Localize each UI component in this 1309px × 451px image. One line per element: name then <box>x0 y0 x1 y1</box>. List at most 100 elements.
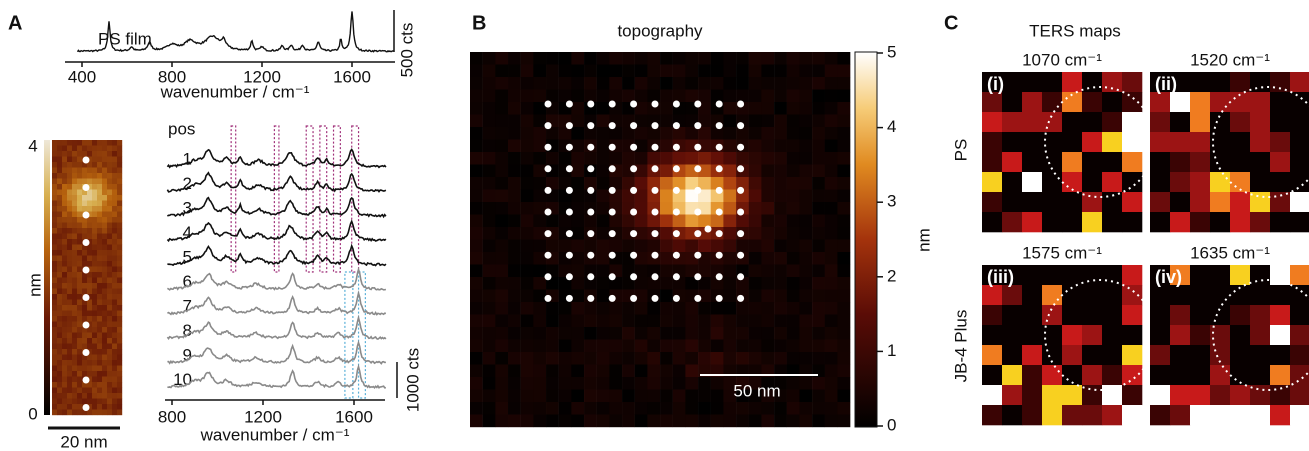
pixel <box>67 256 72 262</box>
pixel <box>660 352 673 365</box>
pixel <box>470 290 483 303</box>
pixel <box>112 393 117 399</box>
pixel <box>774 252 787 265</box>
pixel <box>102 289 107 295</box>
pixel <box>112 173 117 179</box>
pixel <box>112 300 117 306</box>
pixel <box>117 267 122 273</box>
pixel <box>97 272 102 278</box>
pixel <box>77 184 82 190</box>
pixel <box>787 352 800 365</box>
pixel <box>107 404 112 410</box>
pixel <box>57 404 62 410</box>
pixel <box>660 140 673 153</box>
position-label: 2 <box>183 174 192 193</box>
pixel <box>483 165 496 178</box>
pixel <box>571 127 584 140</box>
pixel <box>57 388 62 394</box>
pixel <box>117 404 122 410</box>
pixel <box>660 302 673 315</box>
pixel <box>1150 345 1170 365</box>
pixel <box>57 377 62 383</box>
pixel <box>635 352 648 365</box>
pixel <box>825 102 838 115</box>
pixel <box>97 338 102 344</box>
pixel <box>521 277 534 290</box>
pixel <box>483 240 496 253</box>
pixel <box>67 377 72 383</box>
position-dot <box>83 377 90 384</box>
pixel <box>1290 305 1309 325</box>
pixel <box>87 338 92 344</box>
grid-dot <box>673 209 680 216</box>
pixel <box>92 217 97 223</box>
pixel <box>97 256 102 262</box>
pixel <box>77 146 82 152</box>
pixel <box>57 173 62 179</box>
pixel <box>597 202 610 215</box>
pixel <box>102 382 107 388</box>
grid-dot <box>545 295 552 302</box>
pixel <box>483 265 496 278</box>
pixel <box>635 415 648 428</box>
pixel <box>825 140 838 153</box>
pixel <box>495 277 508 290</box>
pixel <box>787 177 800 190</box>
pixel <box>812 90 825 103</box>
pixel <box>584 215 597 228</box>
colorbar-unit: nm <box>914 228 933 252</box>
map-tag: (i) <box>987 74 1004 94</box>
pixel <box>107 289 112 295</box>
pixel <box>1290 112 1309 132</box>
pixel <box>62 371 67 377</box>
pixel <box>622 52 635 65</box>
pixel <box>67 245 72 251</box>
pixel <box>82 250 87 256</box>
pixel <box>1270 365 1290 385</box>
pixel <box>787 377 800 390</box>
pixel <box>799 102 812 115</box>
pixel <box>62 327 67 333</box>
pixel <box>736 77 749 90</box>
grid-dot <box>545 252 552 259</box>
pixel <box>508 177 521 190</box>
pixel <box>483 65 496 78</box>
grid-dot <box>566 252 573 259</box>
pixel <box>67 168 72 174</box>
pixel <box>533 115 546 128</box>
pixel <box>82 388 87 394</box>
pixel <box>117 256 122 262</box>
pixel <box>1122 72 1142 92</box>
pixel <box>812 277 825 290</box>
pixel <box>1290 152 1309 172</box>
pixel <box>660 127 673 140</box>
pixel <box>559 315 572 328</box>
pixel <box>112 294 117 300</box>
pixel <box>1190 152 1210 172</box>
pixel <box>92 311 97 317</box>
grid-dot <box>566 101 573 108</box>
pixel <box>685 340 698 353</box>
pixel <box>92 162 97 168</box>
pixel <box>787 102 800 115</box>
pixel <box>92 168 97 174</box>
pixel <box>112 223 117 229</box>
pixel <box>470 65 483 78</box>
pixel <box>584 152 597 165</box>
map-title: 1520 cm⁻¹ <box>1190 50 1270 69</box>
pixel <box>72 349 77 355</box>
pixel <box>837 240 850 253</box>
map-title: 1070 cm⁻¹ <box>1022 50 1102 69</box>
pixel <box>1230 405 1250 425</box>
pixel <box>52 388 57 394</box>
pixel <box>77 305 82 311</box>
pixel <box>673 90 686 103</box>
pixel <box>102 410 107 416</box>
pixel <box>723 352 736 365</box>
pixel <box>1002 285 1022 305</box>
pixel <box>774 77 787 90</box>
pixel <box>508 315 521 328</box>
pixel <box>559 327 572 340</box>
pixel <box>723 402 736 415</box>
pixel <box>77 388 82 394</box>
